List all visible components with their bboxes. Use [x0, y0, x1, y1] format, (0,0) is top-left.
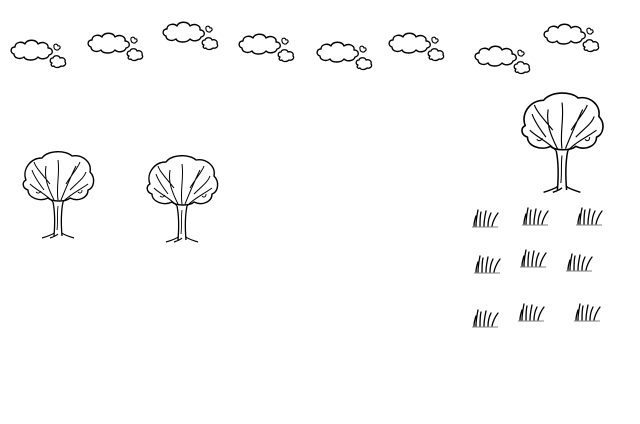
grass-tuft-icon [519, 249, 547, 268]
grass-tuft-icon [473, 255, 501, 274]
tree-icon [146, 155, 219, 243]
grass-tuft-icon [521, 207, 549, 226]
grass-tuft-icon [471, 309, 499, 328]
grass-tuft-icon [517, 303, 545, 322]
cloud-icon [238, 33, 295, 63]
cloud-icon [474, 45, 531, 75]
grass-tuft-icon [471, 209, 499, 228]
clouds-group [10, 21, 600, 75]
cloud-icon [388, 32, 445, 62]
trees-group [22, 92, 604, 243]
cloud-icon [162, 21, 219, 51]
grass-tuft-icon [565, 253, 593, 272]
tree-icon [22, 151, 95, 239]
grass-tuft-icon [575, 207, 603, 226]
grass-tuft-icon [573, 303, 601, 322]
tree-icon [521, 92, 604, 194]
cloud-icon [87, 32, 144, 62]
cloud-icon [543, 23, 600, 53]
cloud-icon [316, 41, 373, 71]
grass-group [471, 207, 603, 328]
cloud-icon [10, 39, 67, 69]
